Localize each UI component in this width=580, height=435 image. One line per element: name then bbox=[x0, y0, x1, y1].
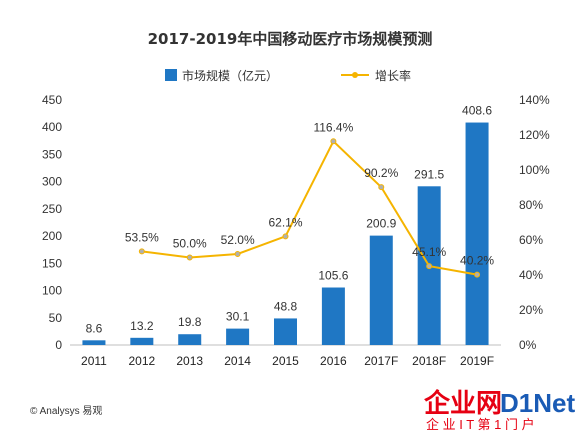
legend-label-line: 增长率 bbox=[375, 68, 411, 83]
legend-label-bar: 市场规模（亿元） bbox=[182, 68, 278, 83]
y-right-tick-label: 0% bbox=[519, 338, 537, 352]
growth-rate-label: 53.5% bbox=[125, 230, 159, 244]
bar-value-label: 8.6 bbox=[86, 321, 103, 335]
bar-value-label: 200.9 bbox=[366, 217, 396, 231]
y-left-tick-label: 200 bbox=[42, 229, 62, 243]
y-left-tick-label: 400 bbox=[42, 120, 62, 134]
bar-value-label: 291.5 bbox=[414, 167, 444, 181]
growth-line bbox=[138, 138, 481, 278]
y-right-tick-label: 40% bbox=[519, 268, 543, 282]
bar bbox=[465, 122, 489, 345]
bar-value-label: 105.6 bbox=[318, 269, 348, 283]
growth-point bbox=[378, 184, 385, 191]
growth-rate-label: 45.1% bbox=[412, 245, 446, 259]
bar bbox=[178, 334, 202, 345]
y-left-tick-label: 450 bbox=[42, 93, 62, 107]
x-tick-label: 2018F bbox=[412, 354, 446, 368]
y-left-tick-label: 50 bbox=[49, 311, 63, 325]
watermark-brand2: D1Net bbox=[500, 388, 575, 418]
x-tick-label: 2014 bbox=[224, 354, 251, 368]
y-left-tick-label: 0 bbox=[55, 338, 62, 352]
y-left-tick-label: 150 bbox=[42, 256, 62, 270]
bar bbox=[274, 318, 297, 345]
bar-value-label: 30.1 bbox=[226, 310, 250, 324]
source-note: © Analysys 易观 bbox=[30, 405, 102, 417]
legend: 市场规模（亿元） 增长率 bbox=[165, 68, 411, 83]
watermark-brand: 企业网 bbox=[424, 388, 502, 418]
axes: 0 50 100 150 200 250 300 350 400 450 0% 20% 40% 60% 80… bbox=[42, 93, 550, 368]
bar bbox=[321, 287, 345, 345]
growth-rate-label: 116.4% bbox=[313, 120, 353, 134]
legend-swatch-bar bbox=[165, 69, 177, 81]
y-right-tick-label: 100% bbox=[519, 163, 550, 177]
x-tick-label: 2013 bbox=[176, 354, 203, 368]
y-left-tick-label: 250 bbox=[42, 202, 62, 216]
growth-point bbox=[282, 233, 289, 240]
growth-rate-label: 90.2% bbox=[364, 166, 398, 180]
growth-rate-label: 40.2% bbox=[460, 254, 494, 268]
y-right-tick-label: 80% bbox=[519, 198, 543, 212]
x-tick-label: 2019F bbox=[460, 354, 494, 368]
x-tick-label: 2016 bbox=[320, 354, 347, 368]
bar-value-label: 19.8 bbox=[178, 315, 202, 329]
x-tick-label: 2012 bbox=[128, 354, 155, 368]
data-labels: 8.6 13.2 19.8 30.1 48.8 105.6 200.9 291.5 408.6 5… bbox=[86, 104, 495, 336]
y-right-tick-label: 60% bbox=[519, 233, 543, 247]
bar-value-label: 13.2 bbox=[130, 319, 154, 333]
bar bbox=[82, 340, 106, 345]
x-tick-label: 2017F bbox=[364, 354, 398, 368]
x-tick-label: 2011 bbox=[81, 354, 107, 368]
growth-point bbox=[186, 254, 193, 261]
y-right-tick-label: 140% bbox=[519, 93, 550, 107]
growth-point bbox=[474, 271, 481, 278]
growth-rate-label: 52.0% bbox=[221, 233, 255, 247]
y-left-tick-label: 100 bbox=[42, 284, 62, 298]
bar-value-label: 48.8 bbox=[274, 299, 298, 313]
chart-title: 2017-2019年中国移动医疗市场规模预测 bbox=[148, 30, 433, 48]
y-right-tick-label: 120% bbox=[519, 128, 550, 142]
bar-value-label: 408.6 bbox=[462, 104, 492, 118]
growth-rate-label: 62.1% bbox=[268, 215, 302, 229]
growth-point bbox=[138, 248, 145, 255]
watermark-logo: 企业网 D1Net 企 业 I T 第 1 门 户 bbox=[424, 388, 575, 432]
growth-rate-label: 50.0% bbox=[173, 237, 207, 251]
watermark-sub: 企 业 I T 第 1 门 户 bbox=[426, 417, 535, 432]
bar bbox=[130, 337, 154, 345]
growth-point bbox=[234, 251, 241, 257]
y-left-tick-label: 350 bbox=[42, 147, 62, 161]
y-right-tick-label: 20% bbox=[519, 303, 543, 317]
growth-line-path bbox=[141, 139, 478, 276]
growth-point bbox=[426, 263, 433, 270]
y-left-tick-label: 300 bbox=[42, 175, 62, 189]
x-tick-label: 2015 bbox=[272, 354, 299, 368]
legend-marker-line bbox=[352, 72, 358, 78]
growth-point bbox=[330, 138, 337, 145]
bar bbox=[226, 328, 250, 345]
bar bbox=[369, 235, 393, 345]
